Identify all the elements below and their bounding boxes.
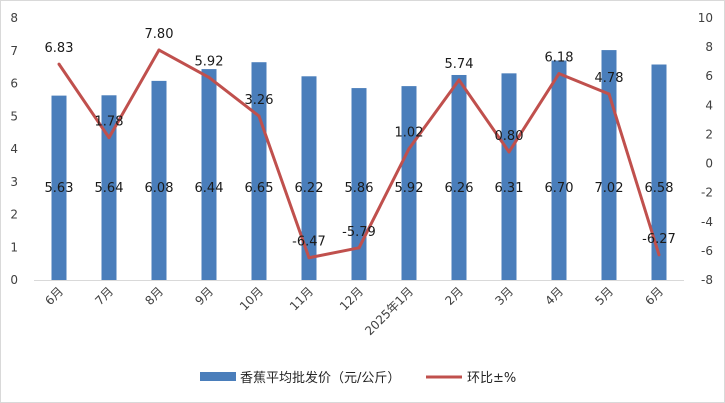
bar — [651, 64, 667, 280]
line-data-label: 1.02 — [395, 126, 424, 141]
left-axis-tick-label: 2 — [10, 208, 18, 222]
right-axis-tick-label: 10 — [698, 11, 713, 25]
x-axis-tick-label: 2月 — [442, 284, 466, 308]
bar-data-label: 5.63 — [45, 181, 74, 196]
bar — [251, 62, 267, 281]
line-point — [457, 78, 461, 82]
left-axis-tick-label: 4 — [10, 142, 18, 156]
x-axis-tick-label: 9月 — [192, 284, 216, 308]
left-axis-tick-label: 1 — [10, 240, 18, 254]
bar — [301, 76, 317, 280]
line-point — [207, 75, 211, 79]
bar — [401, 86, 417, 281]
x-axis-tick-label: 5月 — [592, 284, 616, 308]
line-data-label: 6.83 — [45, 41, 74, 56]
bar — [501, 73, 517, 280]
line-data-label: -6.27 — [642, 232, 676, 247]
x-axis-tick-label: 2025年1月 — [362, 284, 416, 338]
line-point — [557, 72, 561, 76]
left-axis-tick-label: 6 — [10, 77, 18, 91]
bar — [51, 95, 67, 281]
line-data-label: 0.80 — [495, 129, 524, 144]
right-axis-tick-label: 4 — [705, 98, 713, 112]
x-axis-tick-label: 11月 — [287, 284, 316, 313]
left-axis-tick-label: 0 — [10, 273, 18, 287]
line-data-label: -6.47 — [292, 235, 326, 250]
legend-bar-label: 香蕉平均批发价（元/公斤） — [240, 370, 400, 386]
line-data-label: 6.18 — [545, 51, 574, 66]
x-axis-tick-label: 7月 — [92, 284, 116, 308]
bar-data-label: 5.92 — [395, 181, 424, 196]
line-point — [107, 136, 111, 140]
bar-data-label: 7.02 — [595, 181, 624, 196]
bar-data-label: 6.70 — [545, 181, 574, 196]
line-point — [157, 48, 161, 52]
x-axis-tick-label: 6月 — [42, 284, 66, 308]
line-layer — [57, 48, 661, 260]
line-point — [507, 150, 511, 154]
left-axis-tick-label: 7 — [10, 44, 18, 58]
bar-data-label: 6.31 — [495, 181, 524, 196]
line-point — [307, 256, 311, 260]
line-point — [607, 92, 611, 96]
line-data-label: 5.92 — [195, 54, 224, 69]
right-axis-tick-label: 0 — [705, 157, 713, 171]
line-point — [257, 114, 261, 118]
x-axis-tick-label: 3月 — [492, 284, 516, 308]
bar-data-label: 6.44 — [195, 181, 224, 196]
line-data-label: 5.74 — [445, 57, 474, 72]
bar-data-label: 6.65 — [245, 181, 274, 196]
x-axis-tick-label: 6月 — [642, 284, 666, 308]
bar — [551, 60, 567, 281]
legend: 香蕉平均批发价（元/公斤） 环比±% — [200, 370, 516, 386]
bar-data-label: 6.22 — [295, 181, 324, 196]
bar — [151, 80, 167, 280]
line-point — [57, 62, 61, 66]
x-axis-tick-label: 10月 — [237, 284, 266, 313]
x-axis-tick-label: 8月 — [142, 284, 166, 308]
bar-data-label: 6.58 — [645, 181, 674, 196]
x-axis-tick-label: 4月 — [542, 284, 566, 308]
line-point — [657, 253, 661, 257]
right-axis-tick-label: -2 — [701, 186, 713, 200]
line-data-label: 7.80 — [145, 27, 174, 42]
legend-bar-swatch — [200, 372, 236, 381]
line-point — [407, 147, 411, 151]
right-axis-tick-label: -6 — [701, 244, 713, 258]
line-point — [357, 246, 361, 250]
right-axis-tick-label: -4 — [701, 215, 713, 229]
bar-data-label: 6.08 — [145, 181, 174, 196]
bar — [201, 69, 217, 280]
line-data-label: 3.26 — [245, 93, 274, 108]
right-axis-tick-label: 8 — [705, 40, 713, 54]
right-axis-tick-label: -8 — [701, 273, 713, 287]
x-axis-tick-label: 12月 — [337, 284, 366, 313]
left-axis-tick-label: 5 — [10, 109, 18, 123]
labels-layer: 5.63 5.64 6.08 6.44 6.65 6.22 5.86 5.92 6.26 6.31… — [45, 27, 676, 250]
left-axis-tick-label: 3 — [10, 175, 18, 189]
bar-data-label: 5.86 — [345, 181, 374, 196]
right-axis-tick-label: 2 — [705, 127, 713, 141]
bars-layer — [51, 50, 667, 281]
bar-data-label: 5.64 — [95, 181, 124, 196]
bar — [101, 95, 117, 280]
line-data-label: 1.78 — [95, 115, 124, 130]
bar-data-label: 6.26 — [445, 181, 474, 196]
right-axis-tick-label: 6 — [705, 69, 713, 83]
line-data-label: -5.79 — [342, 225, 376, 240]
legend-line-label: 环比±% — [467, 371, 516, 386]
line-data-label: 4.78 — [595, 71, 624, 86]
left-axis-tick-label: 8 — [10, 11, 18, 25]
bar — [351, 88, 367, 281]
bar — [451, 74, 467, 280]
